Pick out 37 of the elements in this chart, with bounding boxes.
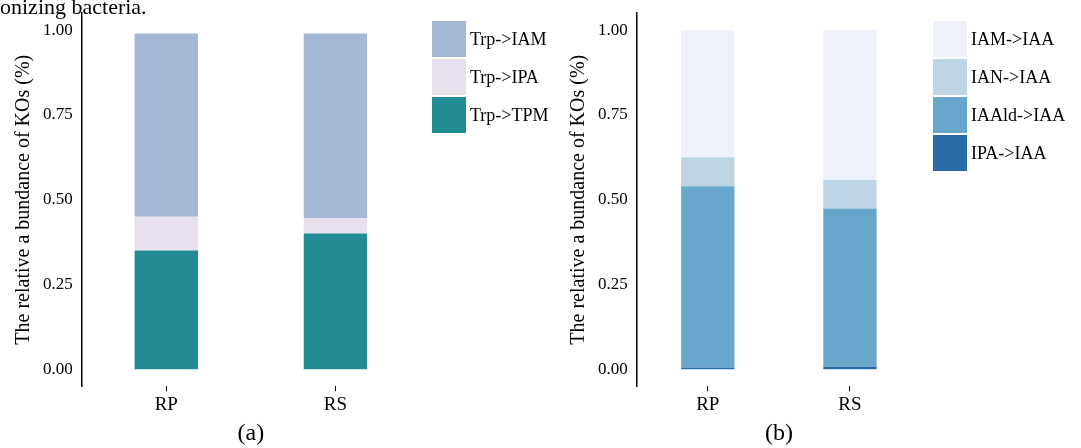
x-tick-label: RS [323,392,348,414]
y-tick-label: 0.25 [43,273,73,293]
legend-label: IAN->IAA [971,66,1052,88]
x-tick-label: RP [696,392,720,414]
bar [681,186,735,368]
legend-label: IAM->IAA [971,28,1055,50]
y-tick-label: 1.00 [43,19,73,39]
bar [134,33,199,217]
bar [823,30,877,181]
bar [134,250,199,370]
x-tick-label: RS [838,392,862,414]
legend-label: Trp->IPA [470,66,539,88]
bar [681,157,735,187]
bar [681,30,735,158]
y-tick-label: 0.00 [598,358,628,378]
legend-label: IPA->IAA [971,142,1047,164]
bar [823,208,877,367]
y-tick-label: 0.25 [598,273,628,293]
text: (b) [764,419,793,446]
bar [134,216,199,251]
bar [823,180,877,209]
y-axis-title: The relative a bundance of KOs (%) [11,54,35,345]
text: (a) [237,419,265,446]
bar [303,33,368,219]
y-tick-label: 0.50 [43,189,73,209]
y-tick-label: 0.00 [43,358,73,378]
y-tick-label: 0.75 [598,104,628,124]
y-tick-label: 1.00 [598,19,628,39]
bar [303,233,368,370]
bar [303,218,368,234]
y-axis-title: The relative a bundance of KOs (%) [566,54,590,345]
legend-label: Trp->TPM [470,104,549,126]
y-tick-label: 0.50 [598,189,628,209]
legend-label: IAAld->IAA [971,104,1066,126]
y-tick-label: 0.75 [43,104,73,124]
x-tick-label: RP [154,392,178,414]
legend-label: Trp->IAM [470,28,547,50]
